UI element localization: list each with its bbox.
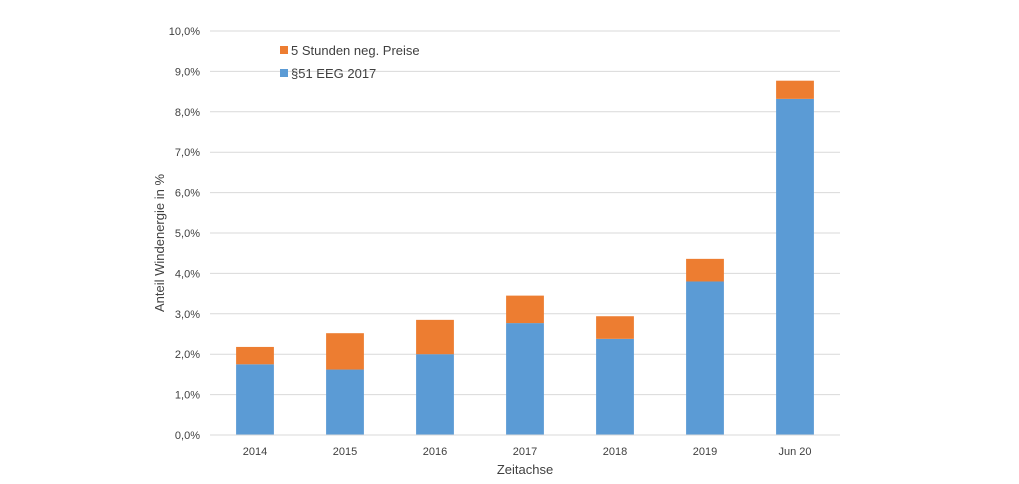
y-tick-label: 2,0%	[175, 349, 200, 361]
bar-segment-neg-preise	[416, 319, 454, 355]
x-tick-label: 2015	[333, 446, 357, 458]
y-axis-ticks: 0,0% 1,0% 2,0% 3,0% 4,0% 5,0% 6,0% 7,0% 8,0% 9,0%…	[169, 26, 200, 442]
legend: 5 Stunden neg. Preise §51 EEG 2017	[280, 43, 420, 81]
bar-segment-neg-preise	[506, 295, 544, 324]
y-tick-label: 0,0%	[175, 430, 200, 442]
y-tick-label: 6,0%	[175, 188, 200, 200]
legend-label-neg-preise: 5 Stunden neg. Preise	[291, 43, 420, 58]
y-tick-label: 1,0%	[175, 390, 200, 402]
y-tick-label: 7,0%	[175, 147, 200, 159]
bar-segment-neg-preise	[236, 346, 274, 365]
x-tick-label: Jun 20	[778, 446, 811, 458]
bar-segment-eeg	[686, 281, 724, 435]
legend-label-eeg: §51 EEG 2017	[291, 66, 376, 81]
x-axis-title: Zeitachse	[497, 462, 553, 477]
bar-segment-neg-preise	[686, 258, 724, 282]
y-tick-label: 5,0%	[175, 228, 200, 240]
bar-segment-eeg	[326, 369, 364, 435]
bar-segment-eeg	[776, 98, 814, 435]
x-tick-label: 2019	[693, 446, 717, 458]
bar-segment-eeg	[416, 354, 454, 435]
bar-segment-neg-preise	[326, 333, 364, 370]
gridlines	[210, 30, 840, 396]
y-axis-title: Anteil Windenergie in %	[152, 174, 167, 312]
y-tick-label: 4,0%	[175, 268, 200, 280]
legend-swatch-eeg	[280, 69, 288, 77]
x-tick-label: 2014	[243, 446, 267, 458]
y-tick-label: 8,0%	[175, 107, 200, 119]
y-tick-label: 10,0%	[169, 26, 200, 38]
bars	[236, 80, 814, 435]
x-tick-label: 2017	[513, 446, 537, 458]
bar-segment-neg-preise	[776, 80, 814, 99]
bar-segment-eeg	[236, 364, 274, 435]
bar-segment-neg-preise	[596, 316, 634, 339]
bar-segment-eeg	[596, 338, 634, 435]
y-tick-label: 9,0%	[175, 66, 200, 78]
x-tick-label: 2018	[603, 446, 627, 458]
y-tick-label: 3,0%	[175, 309, 200, 321]
bar-segment-eeg	[506, 323, 544, 435]
x-axis-ticks: 2014 2015 2016 2017 2018 2019 Jun 20	[243, 446, 812, 458]
x-tick-label: 2016	[423, 446, 447, 458]
legend-swatch-neg-preise	[280, 46, 288, 54]
